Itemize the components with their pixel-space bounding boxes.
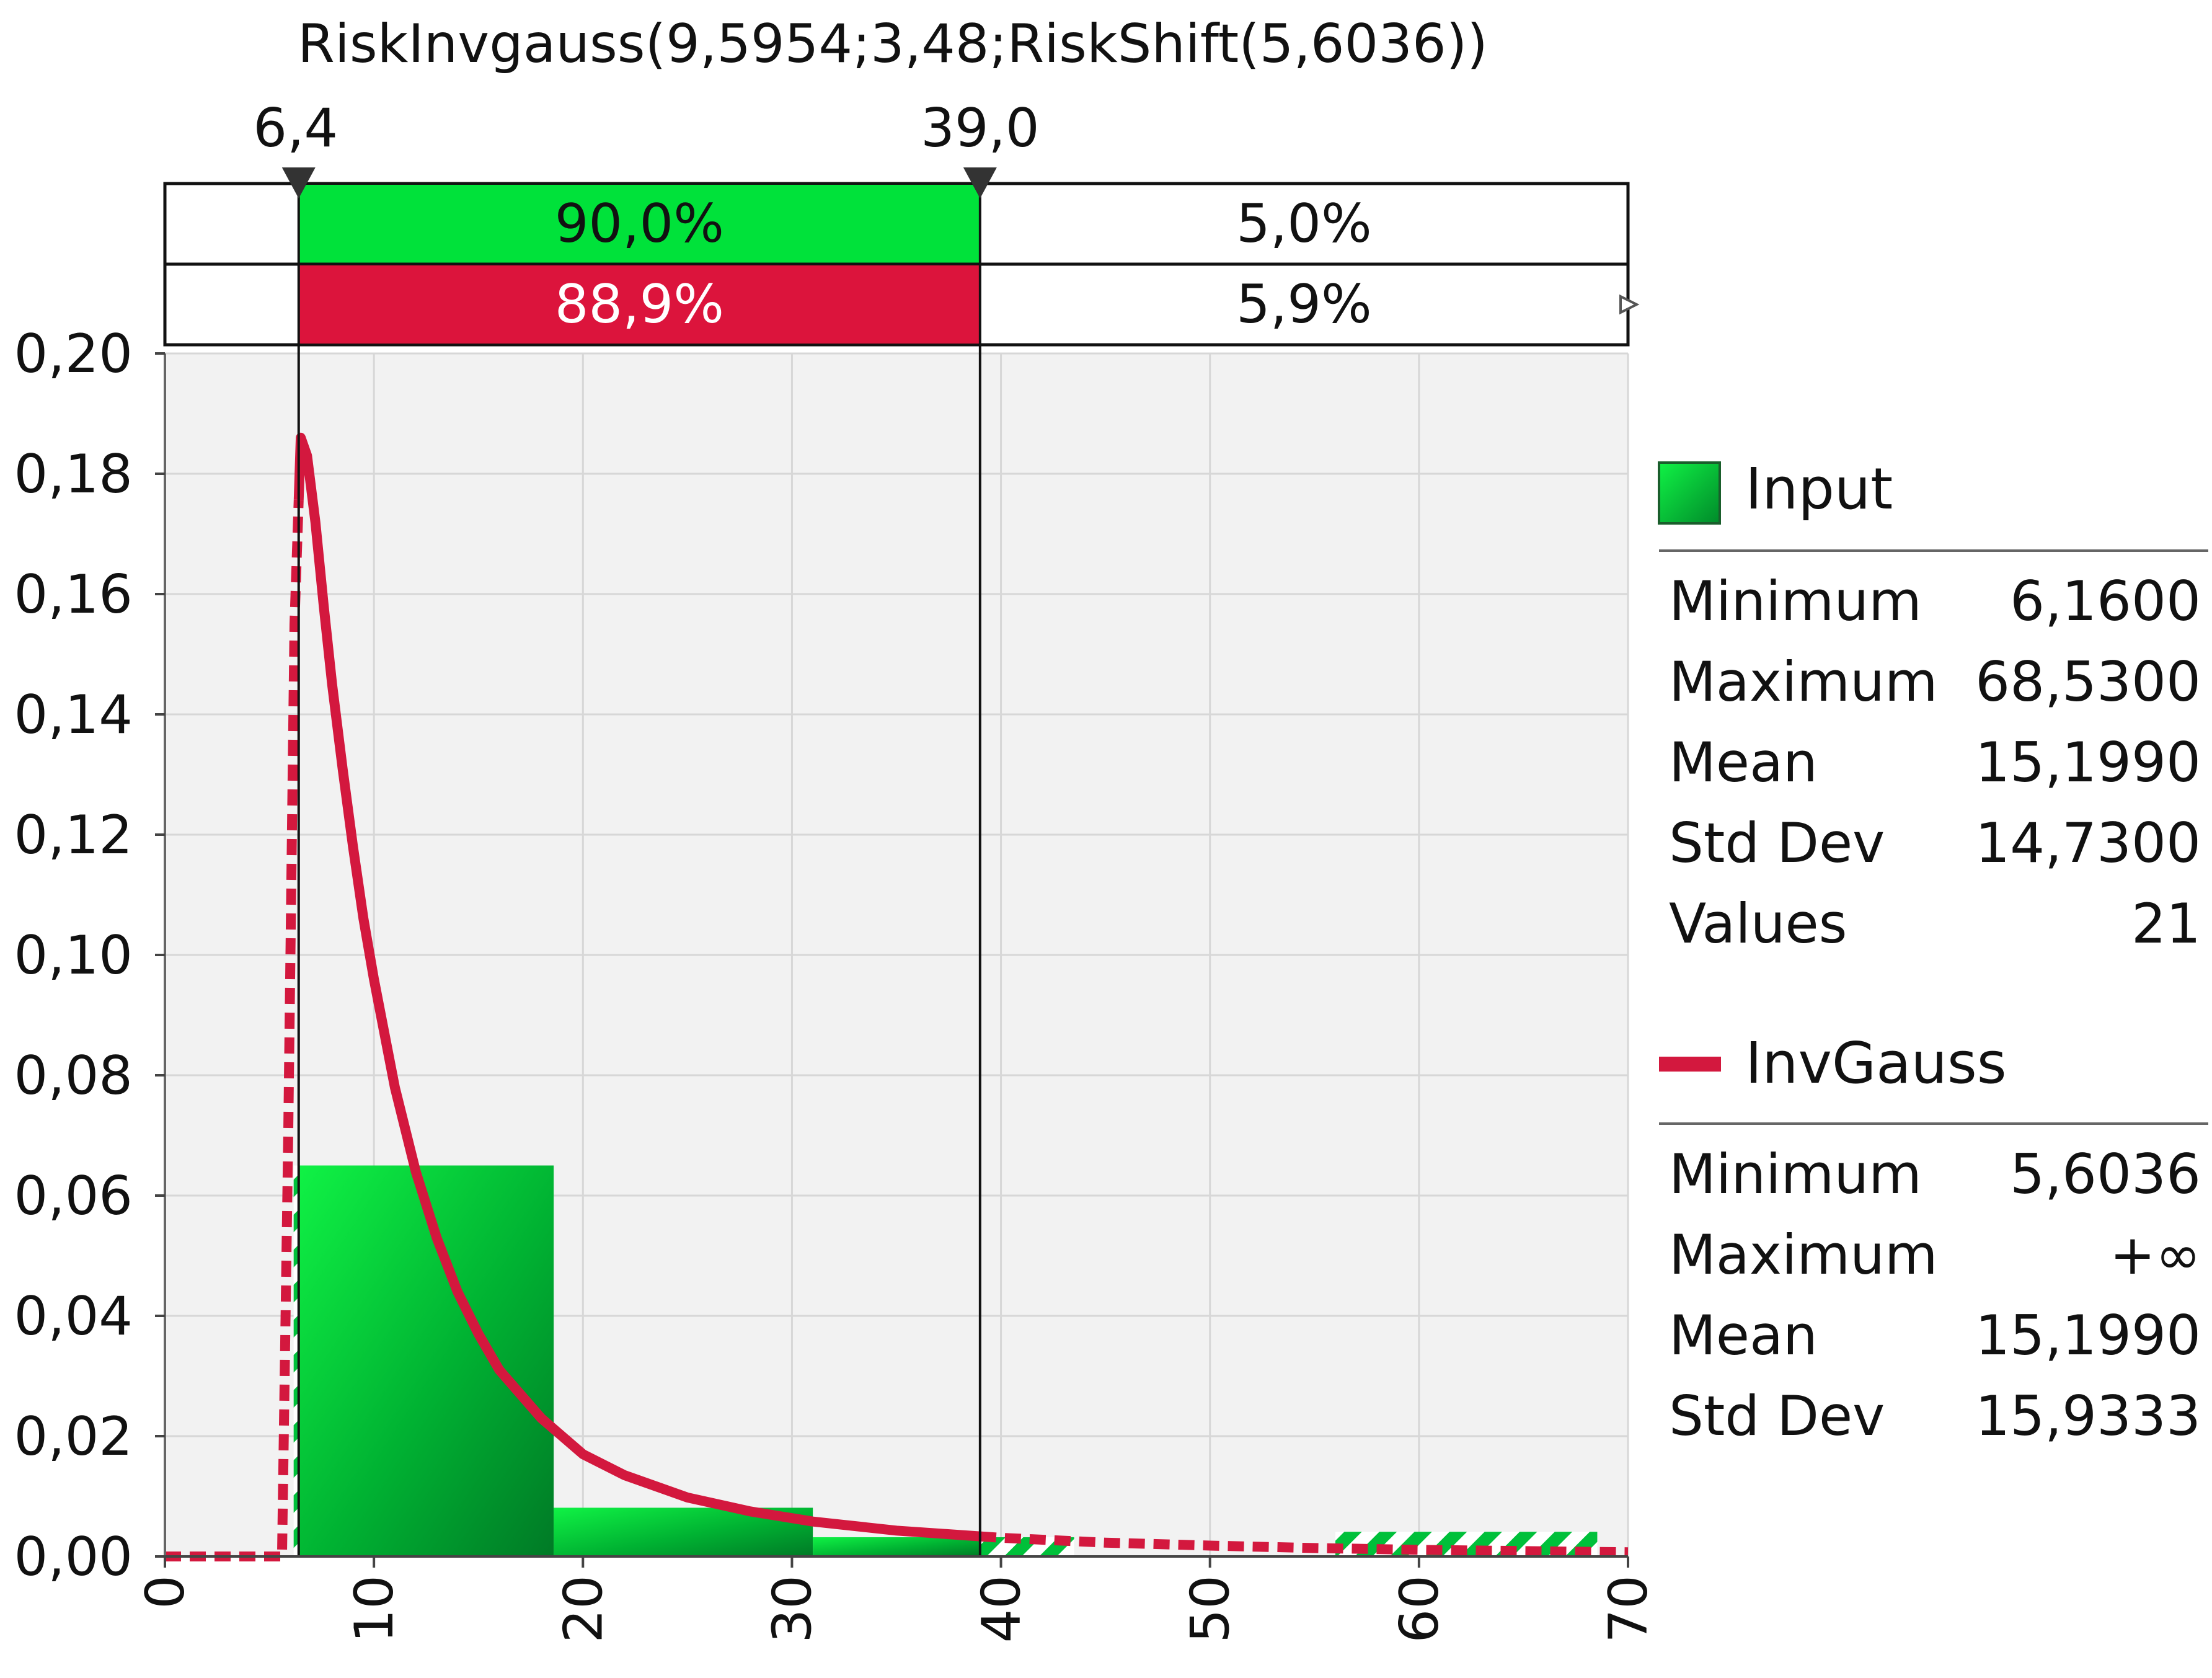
legend-input-swatch	[1658, 461, 1721, 525]
legend-stat-label: Maximum	[1669, 1223, 1938, 1287]
histogram-bar	[293, 1165, 299, 1556]
x-tick-label: 50	[1180, 1575, 1242, 1643]
y-tick-label: 0,04	[14, 1285, 133, 1347]
prob-input-middle-segment	[298, 185, 980, 263]
fit-curve-right-tail	[980, 1531, 1629, 1558]
legend-stat-value: 5,6036	[2010, 1142, 2201, 1206]
legend-stat-value: 21	[2131, 892, 2201, 956]
prob-fit-arrow-icon	[1619, 294, 1640, 315]
y-tick-labels: 0,00 0,02 0,04 0,06 0,08 0,10 0,12 0,14 0,16 0,18…	[14, 323, 165, 1588]
legend-fit-name: InvGauss	[1745, 1030, 2007, 1096]
prob-input-middle-label: 90,0%	[555, 193, 724, 255]
x-tick-label: 0	[135, 1575, 197, 1609]
prob-fit-middle-label: 88,9%	[555, 273, 724, 335]
legend-stat-value: 15,1990	[1975, 730, 2201, 794]
y-tick-label: 0,18	[14, 443, 133, 505]
delimiters	[281, 167, 997, 1556]
legend-input-stats: Minimum 6,1600 Maximum 68,5300 Mean 15,1990 St…	[1669, 569, 2201, 956]
delimiter-right-label: 39,0	[921, 97, 1039, 159]
y-tick-label: 0,10	[14, 925, 133, 987]
legend-stat-value: 15,9333	[1975, 1384, 2201, 1448]
histogram	[293, 1165, 1598, 1556]
legend-fit-stats: Minimum 5,6036 Maximum +∞ Mean 15,1990 Std Dev…	[1669, 1142, 2201, 1448]
legend-input-name: Input	[1745, 456, 1893, 522]
y-tick-label: 0,14	[14, 684, 133, 746]
histogram-bar	[813, 1537, 980, 1556]
y-tick-label: 0,02	[14, 1406, 133, 1468]
legend-stat-label: Mean	[1669, 1303, 1818, 1367]
x-tick-label: 20	[552, 1575, 614, 1643]
legend-stat-label: Mean	[1669, 730, 1818, 794]
delimiter-left-marker-icon	[281, 167, 316, 198]
delimiter-left-label: 6,4	[253, 97, 338, 159]
y-tick-label: 0,00	[14, 1526, 133, 1588]
legend-stat-value: 15,1990	[1975, 1303, 2201, 1367]
legend-stat-label: Minimum	[1669, 569, 1922, 633]
probability-bars: 90,0% 5,0% 88,9% 5,9%	[163, 182, 1640, 347]
y-tick-label: 0,16	[14, 564, 133, 626]
y-tick-label: 0,06	[14, 1165, 133, 1227]
y-tick-label: 0,12	[14, 804, 133, 866]
legend-stat-value: 14,7300	[1975, 811, 2201, 875]
x-tick-label: 40	[971, 1575, 1033, 1643]
y-tick-label: 0,20	[14, 323, 133, 385]
x-tick-label: 10	[343, 1575, 405, 1643]
x-tick-label: 70	[1598, 1575, 1660, 1643]
prob-input-right-label: 5,0%	[1236, 193, 1372, 255]
legend-stat-label: Values	[1669, 892, 1847, 956]
y-tick-label: 0,08	[14, 1045, 133, 1107]
fit-curve-center	[293, 432, 981, 1542]
x-tick-labels: 0 10 20 30 40 50 60 70	[135, 1556, 1660, 1643]
legend: Input Minimum 6,1600 Maximum 68,5300 Mean 15,…	[1658, 456, 2208, 1448]
histogram-bar	[298, 1165, 554, 1556]
legend-stat-value: 68,5300	[1975, 650, 2201, 714]
delimiter-right-marker-icon	[963, 167, 997, 198]
prob-fit-middle-segment	[298, 265, 980, 344]
legend-stat-label: Std Dev	[1669, 1384, 1885, 1448]
legend-stat-label: Std Dev	[1669, 811, 1885, 875]
prob-fit-right-label: 5,9%	[1236, 273, 1372, 335]
legend-stat-label: Minimum	[1669, 1142, 1922, 1206]
legend-stat-value: +∞	[2110, 1223, 2201, 1287]
chart-title: RiskInvgauss(9,5954;3,48;RiskShift(5,603…	[298, 13, 1488, 75]
legend-stat-value: 6,1600	[2010, 569, 2201, 633]
x-tick-label: 60	[1389, 1575, 1451, 1643]
legend-stat-label: Maximum	[1669, 650, 1938, 714]
x-tick-label: 30	[761, 1575, 823, 1643]
